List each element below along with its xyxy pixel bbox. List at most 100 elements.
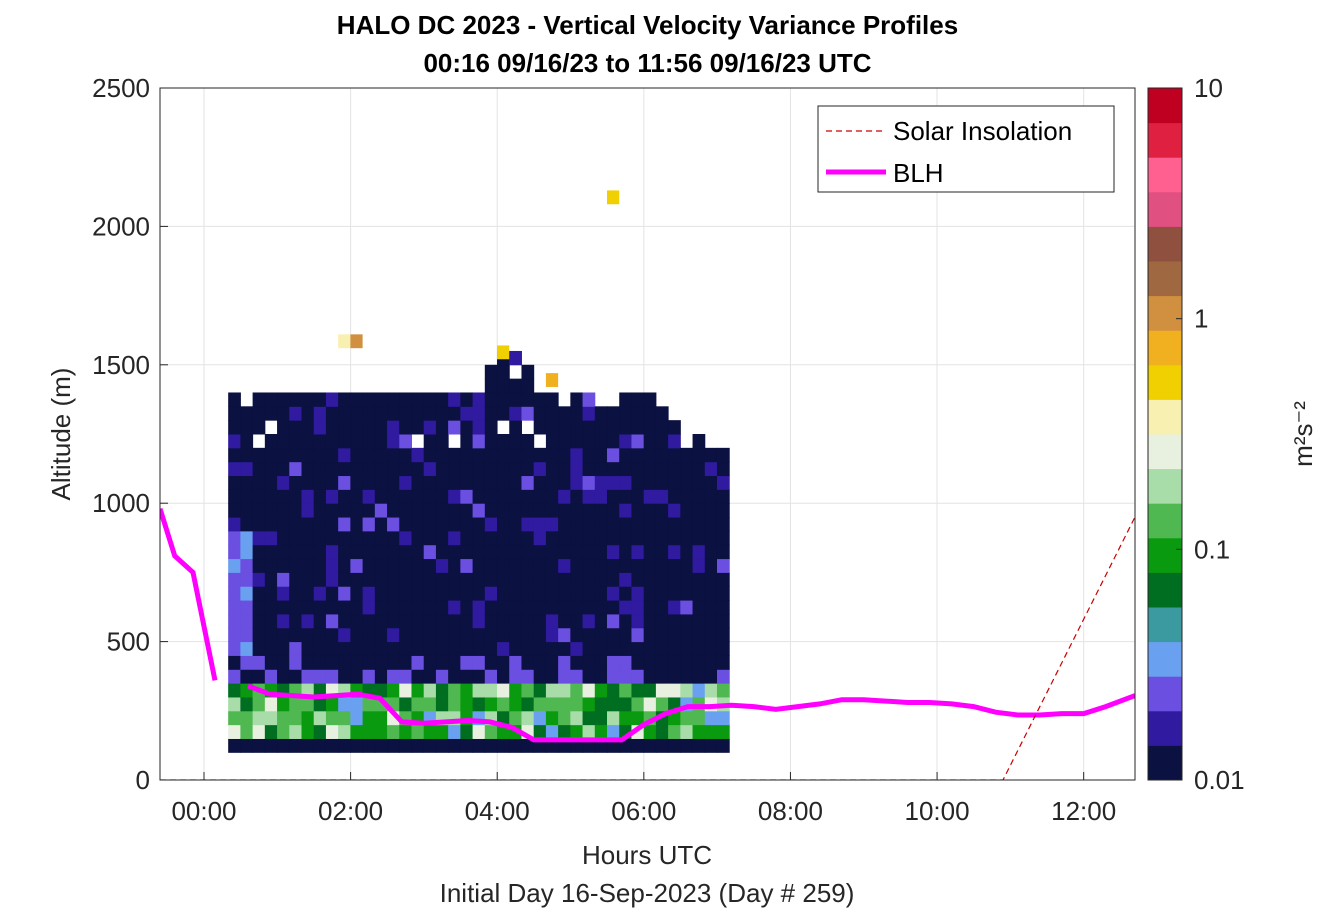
heatmap-cell: [448, 489, 461, 504]
heatmap-cell: [399, 627, 412, 643]
heatmap-cell: [277, 572, 290, 587]
heatmap-cell: [704, 572, 718, 587]
heatmap-cell: [570, 475, 584, 490]
heatmap-cell: [655, 558, 669, 573]
heatmap-cell: [411, 669, 425, 684]
heatmap-cell: [533, 600, 547, 615]
heatmap-cell: [460, 696, 474, 712]
heatmap-cell: [472, 669, 486, 684]
heatmap-cell: [668, 475, 681, 490]
heatmap-cell: [350, 641, 364, 656]
heatmap-cell: [680, 683, 694, 698]
heatmap-cell: [277, 641, 290, 656]
heatmap-cell: [545, 600, 559, 615]
heatmap-cell: [594, 586, 608, 601]
heatmap-cell: [240, 544, 254, 560]
heatmap-cell: [484, 724, 498, 739]
heatmap-cell: [435, 627, 449, 643]
heatmap-cell: [301, 420, 315, 435]
heatmap-cell: [631, 475, 645, 490]
heatmap-cell: [607, 406, 620, 421]
heatmap-cell: [240, 489, 254, 504]
heatmap-cell: [716, 627, 730, 643]
heatmap-cell: [594, 530, 608, 546]
heatmap-cell: [680, 641, 694, 656]
heatmap-cell: [631, 600, 645, 615]
heatmap-cell: [668, 517, 681, 532]
heatmap-cell: [558, 586, 571, 601]
heatmap-cell: [594, 600, 608, 615]
heatmap-cell: [338, 613, 351, 629]
colorbar: 0.01 0.1 1 10: [1147, 73, 1245, 795]
heatmap-cell: [325, 461, 339, 477]
heatmap-cell: [643, 572, 657, 587]
heatmap-cell: [484, 558, 498, 573]
heatmap-cell: [619, 558, 632, 573]
heatmap-cell: [325, 434, 339, 449]
heatmap-cell: [277, 489, 290, 504]
heatmap-cell: [313, 406, 327, 421]
heatmap-cell: [497, 503, 510, 518]
heatmap-cell: [313, 627, 327, 643]
heatmap-cell: [643, 613, 657, 629]
heatmap-cell: [338, 503, 351, 518]
heatmap-cell: [692, 586, 706, 601]
heatmap-cell: [643, 475, 657, 490]
heatmap-cell: [435, 420, 449, 435]
heatmap-cell: [631, 586, 645, 601]
heatmap-cell: [521, 364, 535, 380]
heatmap-cell: [509, 530, 522, 546]
heatmap-cell: [411, 641, 425, 656]
heatmap-cell: [325, 613, 339, 629]
heatmap-cell: [570, 683, 584, 698]
heatmap-cell: [289, 724, 302, 739]
heatmap-cell: [252, 461, 266, 477]
heatmap-cell: [619, 447, 632, 463]
heatmap-cell: [387, 420, 400, 435]
heatmap-cell: [448, 683, 461, 698]
heatmap-cell: [509, 627, 522, 643]
heatmap-cell: [497, 544, 510, 560]
heatmap-cell: [533, 544, 547, 560]
heatmap-cell: [362, 406, 376, 421]
heatmap-cell: [289, 641, 302, 656]
series-lines: [160, 507, 1135, 780]
heatmap-cell: [509, 461, 522, 477]
heatmap-cell: [692, 600, 706, 615]
heatmap-cell: [497, 738, 510, 753]
heatmap-cell: [374, 392, 388, 407]
heatmap-cell: [228, 710, 241, 726]
heatmap-cell: [582, 392, 596, 407]
heatmap-cell: [631, 710, 645, 726]
heatmap-cell: [411, 420, 425, 435]
heatmap-cell: [497, 489, 510, 504]
heatmap-cell: [484, 420, 498, 435]
heatmap-cell: [570, 641, 584, 656]
heatmap-cell: [313, 655, 327, 670]
heatmap-cell: [313, 558, 327, 573]
heatmap-cell: [313, 489, 327, 504]
heatmap-cell: [264, 641, 278, 656]
heatmap-cell: [509, 558, 522, 573]
heatmap-cell: [460, 392, 474, 407]
heatmap-cell: [680, 558, 694, 573]
heatmap-cell: [460, 434, 474, 449]
heatmap-cell: [570, 572, 584, 587]
heatmap-cell: [325, 738, 339, 753]
heatmap-cell: [387, 600, 400, 615]
heatmap-cell: [631, 447, 645, 463]
heatmap-cell: [423, 572, 437, 587]
heatmap-cell: [240, 447, 254, 463]
heatmap-cell: [228, 655, 241, 670]
heatmap-cell: [668, 613, 681, 629]
heatmap-cell: [533, 475, 547, 490]
heatmap-cell: [607, 517, 620, 532]
heatmap-cell: [607, 683, 620, 698]
heatmap-cell: [619, 544, 632, 560]
heatmap-cell: [484, 544, 498, 560]
heatmap-cell: [423, 461, 437, 477]
heatmap-cell: [350, 420, 364, 435]
heatmap-cell: [509, 378, 522, 393]
heatmap-cell: [472, 544, 486, 560]
heatmap-cell: [435, 696, 449, 712]
